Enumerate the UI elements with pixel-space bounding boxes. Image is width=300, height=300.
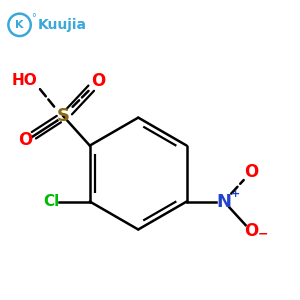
Text: −: −	[258, 227, 268, 240]
Text: +: +	[231, 189, 240, 199]
Text: Cl: Cl	[44, 194, 60, 209]
Text: O: O	[244, 222, 259, 240]
Text: O: O	[92, 72, 106, 90]
Text: Kuujia: Kuujia	[38, 18, 86, 32]
Text: N: N	[216, 193, 231, 211]
Text: O: O	[244, 163, 259, 181]
Text: °: °	[31, 13, 35, 23]
Text: O: O	[18, 131, 32, 149]
Text: S: S	[57, 107, 70, 125]
Text: HO: HO	[12, 73, 38, 88]
Text: K: K	[15, 20, 24, 30]
